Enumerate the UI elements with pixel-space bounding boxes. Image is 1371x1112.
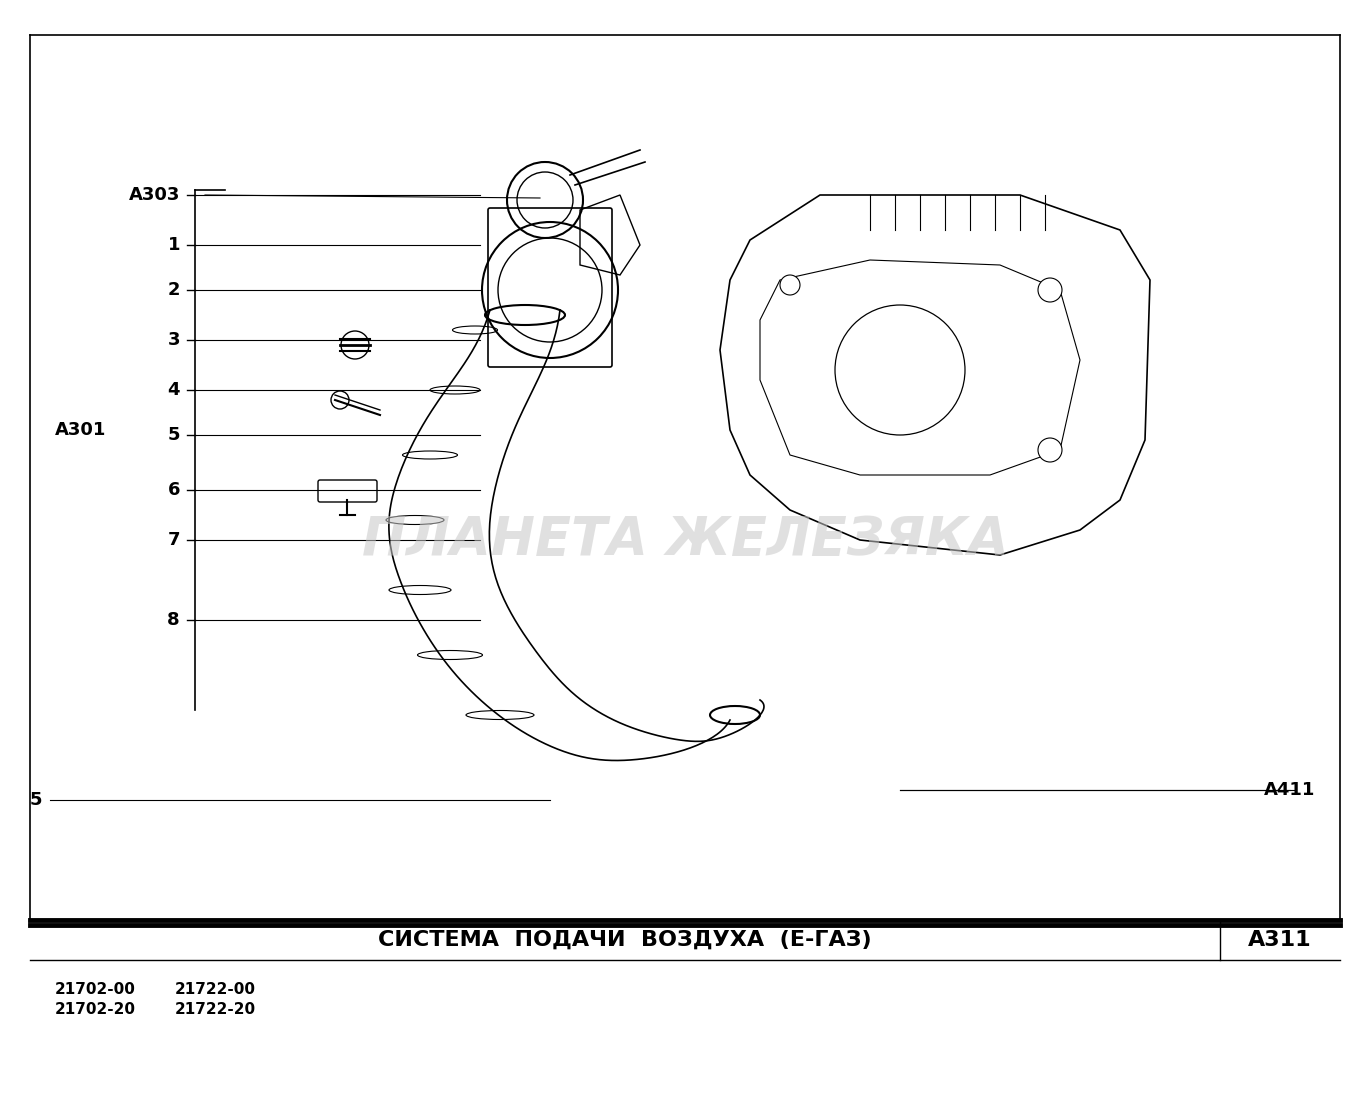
Text: 4: 4 — [167, 381, 180, 399]
Text: 6: 6 — [167, 481, 180, 499]
Text: А411: А411 — [1264, 781, 1315, 800]
Text: А301: А301 — [55, 421, 107, 439]
Text: 21722-00: 21722-00 — [175, 982, 256, 997]
Text: 21702-00: 21702-00 — [55, 982, 136, 997]
Text: А311: А311 — [1248, 930, 1312, 950]
Text: 3: 3 — [167, 331, 180, 349]
Text: 5: 5 — [167, 426, 180, 444]
Text: 5: 5 — [30, 791, 43, 810]
Circle shape — [780, 275, 801, 295]
Text: 21702-20: 21702-20 — [55, 1002, 136, 1017]
Text: 8: 8 — [167, 610, 180, 629]
Text: 1: 1 — [167, 236, 180, 254]
Circle shape — [1038, 278, 1063, 302]
Text: СИСТЕМА  ПОДАЧИ  ВОЗДУХА  (Е-ГАЗ): СИСТЕМА ПОДАЧИ ВОЗДУХА (Е-ГАЗ) — [378, 930, 872, 950]
Text: А303: А303 — [129, 186, 180, 203]
Text: 21722-20: 21722-20 — [175, 1002, 256, 1017]
Text: 2: 2 — [167, 281, 180, 299]
Text: 7: 7 — [167, 532, 180, 549]
Circle shape — [330, 391, 350, 409]
Circle shape — [1038, 438, 1063, 461]
Text: ПЛАНЕТА ЖЕЛЕЗЯКА: ПЛАНЕТА ЖЕЛЕЗЯКА — [362, 514, 1009, 566]
